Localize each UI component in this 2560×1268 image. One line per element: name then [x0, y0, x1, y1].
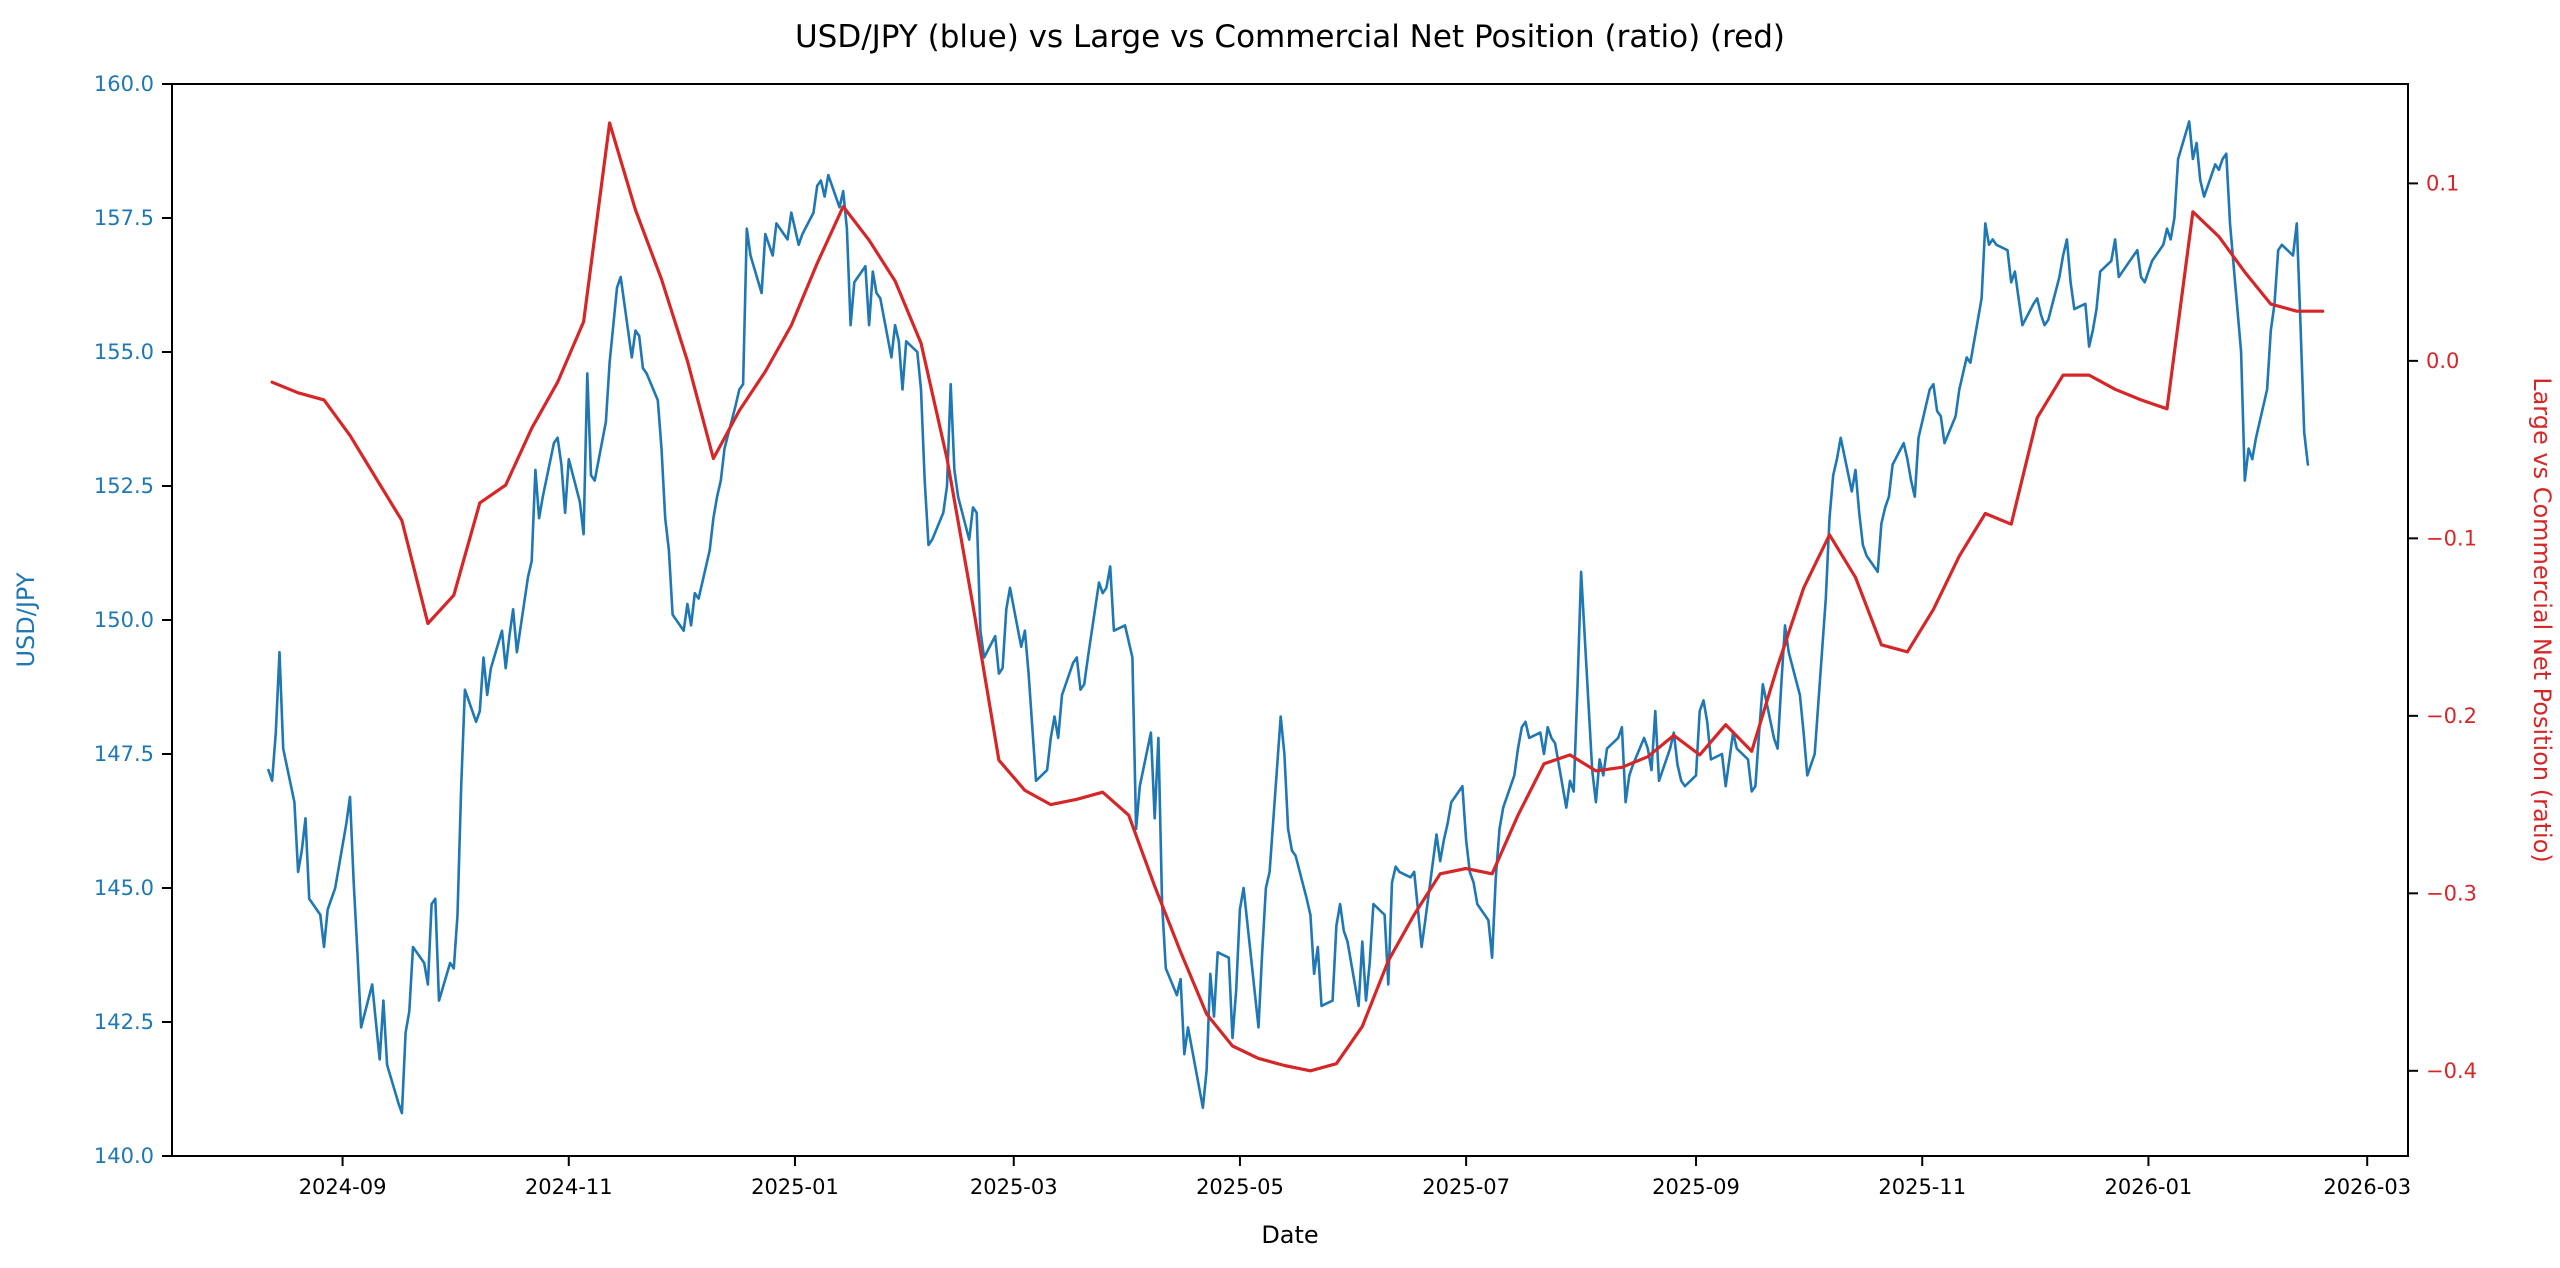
x-tick-label: 2024-11	[525, 1175, 613, 1199]
x-axis-label: Date	[1261, 1221, 1318, 1249]
x-tick-label: 2024-09	[299, 1175, 387, 1199]
left-tick-label: 152.5	[94, 474, 154, 498]
chart-title: USD/JPY (blue) vs Large vs Commercial Ne…	[795, 19, 1785, 55]
x-tick-label: 2026-01	[2105, 1175, 2193, 1199]
left-tick-label: 147.5	[94, 742, 154, 766]
plot-area	[171, 83, 2409, 1157]
right-tick-label: −0.2	[2426, 704, 2477, 728]
left-tick-label: 140.0	[94, 1144, 154, 1168]
right-tick-label: −0.3	[2426, 881, 2477, 905]
x-axis-ticks: 2024-09 2024-11 2025-01 2025-03 2025-05 2025-…	[299, 1156, 2411, 1199]
net-position-ratio-line	[270, 121, 2325, 1073]
x-tick-label: 2025-03	[970, 1175, 1058, 1199]
x-tick-label: 2026-03	[2323, 1175, 2411, 1199]
right-tick-label: −0.1	[2426, 526, 2477, 550]
left-tick-label: 150.0	[94, 608, 154, 632]
y-axis-label-right: Large vs Commercial Net Position (ratio)	[2528, 377, 2556, 863]
x-tick-label: 2025-11	[1878, 1175, 1966, 1199]
series-lines	[267, 120, 2325, 1115]
x-tick-label: 2025-01	[751, 1175, 839, 1199]
left-axis-ticks: 140.0 142.5 145.0 147.5 150.0 152.5 155.0 157.5…	[94, 72, 172, 1168]
y-axis-label-left: USD/JPY	[12, 572, 40, 667]
x-tick-label: 2025-05	[1196, 1175, 1284, 1199]
x-tick-label: 2025-09	[1652, 1175, 1740, 1199]
left-tick-label: 145.0	[94, 876, 154, 900]
right-axis-ticks: 0.1 0.0 −0.1 −0.2 −0.3 −0.4	[2408, 171, 2477, 1083]
x-tick-label: 2025-07	[1422, 1175, 1510, 1199]
usdjpy-line	[267, 120, 2310, 1115]
right-tick-label: −0.4	[2426, 1059, 2477, 1083]
left-tick-label: 157.5	[94, 206, 154, 230]
right-tick-label: 0.1	[2426, 171, 2459, 195]
left-tick-label: 160.0	[94, 72, 154, 96]
right-tick-label: 0.0	[2426, 349, 2459, 373]
left-tick-label: 155.0	[94, 340, 154, 364]
left-tick-label: 142.5	[94, 1010, 154, 1034]
